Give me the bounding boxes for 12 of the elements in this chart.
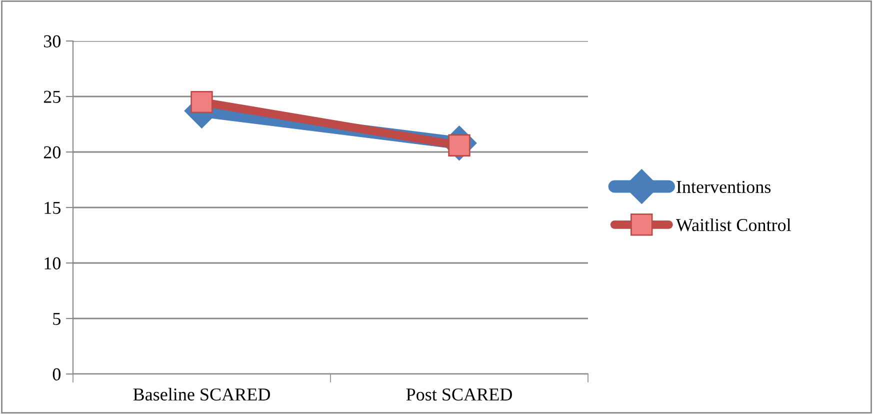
x-tick-label: Post SCARED [406, 388, 512, 401]
legend-label: Waitlist Control [676, 218, 791, 232]
x-tick-label: Baseline SCARED [133, 388, 270, 401]
y-tick-label: 30 [44, 35, 61, 48]
y-tick-label: 20 [44, 146, 61, 158]
legend-label: Interventions [676, 180, 771, 193]
y-tick-label: 15 [44, 202, 60, 214]
y-tick-label: 5 [53, 312, 60, 325]
y-tick-label: 0 [52, 368, 61, 380]
y-tick-label: 25 [44, 90, 60, 103]
point [190, 90, 213, 114]
y-tick-label: 10 [44, 257, 61, 270]
